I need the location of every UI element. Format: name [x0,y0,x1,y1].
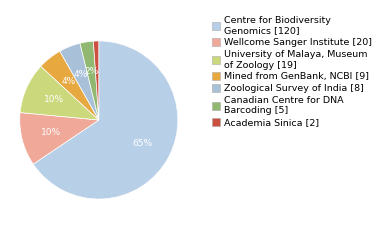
Text: 65%: 65% [132,138,152,148]
Wedge shape [41,51,99,120]
Wedge shape [93,41,99,120]
Wedge shape [80,41,99,120]
Text: 4%: 4% [74,70,88,79]
Wedge shape [33,41,178,199]
Text: 2%: 2% [84,67,98,76]
Text: 10%: 10% [44,96,64,104]
Wedge shape [20,66,99,120]
Wedge shape [20,113,99,164]
Legend: Centre for Biodiversity
Genomics [120], Wellcome Sanger Institute [20], Universi: Centre for Biodiversity Genomics [120], … [212,16,372,127]
Wedge shape [60,43,99,120]
Text: 4%: 4% [61,77,76,86]
Text: 10%: 10% [41,128,61,137]
